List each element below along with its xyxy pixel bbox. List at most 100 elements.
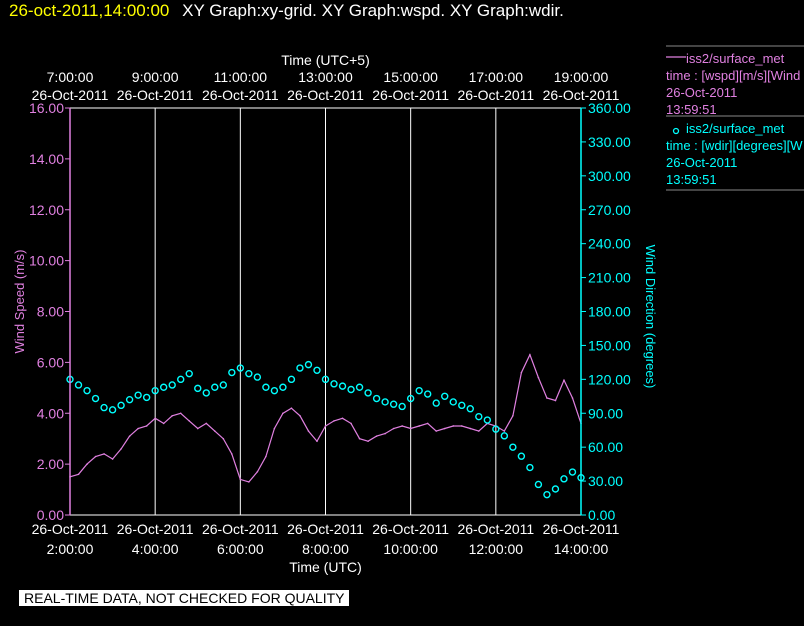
wind-speed-point	[537, 376, 540, 379]
left-tick-label: 10.00	[29, 253, 64, 269]
wind-direction-marker	[253, 373, 262, 381]
top-tick-time: 9:00:00	[132, 69, 179, 85]
wind-direction-marker	[185, 369, 193, 378]
wind-direction-marker	[458, 401, 466, 410]
wind-direction-marker	[91, 394, 100, 403]
wind-speed-point	[154, 417, 156, 420]
wind-direction-marker	[177, 375, 185, 384]
wind-speed-point	[273, 427, 276, 430]
bottom-tick-time: 2:00:00	[47, 541, 94, 557]
header-timestamp: 26-oct-2011,14:00:00	[9, 1, 170, 20]
wind-direction-marker	[245, 369, 253, 378]
wind-speed-point	[265, 455, 267, 458]
legend-series-desc: time : [wspd][m/s][Wind	[666, 68, 800, 83]
bottom-tick-time: 8:00:00	[302, 541, 349, 557]
right-axis-label: Wind Direction (degrees)	[643, 245, 658, 389]
top-tick-date: 26-Oct-2011	[117, 87, 194, 103]
wind-direction-marker	[560, 475, 568, 483]
wind-speed-point	[401, 425, 403, 427]
right-tick-label: 300.00	[588, 168, 631, 184]
left-tick-label: 14.00	[29, 151, 64, 167]
wind-speed-point	[563, 379, 565, 381]
top-tick-date: 26-Oct-2011	[543, 87, 620, 103]
wind-speed-point	[452, 425, 455, 427]
wind-speed-point	[213, 430, 216, 432]
wind-direction-marker	[338, 382, 347, 390]
wind-speed-point	[196, 427, 199, 430]
wind-speed-point	[384, 432, 386, 435]
wind-speed-point	[324, 425, 327, 427]
wind-direction-marker	[262, 383, 270, 391]
quality-notice: REAL-TIME DATA, NOT CHECKED FOR QUALITY	[19, 590, 350, 606]
wind-speed-point	[443, 427, 446, 430]
bottom-tick-date: 26-Oct-2011	[32, 521, 109, 537]
wind-speed-point	[316, 440, 318, 443]
wind-speed-point	[128, 435, 131, 437]
right-tick-label: 180.00	[588, 304, 631, 320]
wind-direction-marker	[432, 399, 440, 407]
wind-speed-point	[375, 435, 378, 437]
legend-series-desc: time : [wdir][degrees][W	[666, 138, 803, 153]
wind-direction-marker	[219, 381, 228, 389]
wind-speed-point	[77, 473, 80, 476]
wind-direction-marker	[526, 463, 534, 472]
wind-speed-point	[333, 420, 335, 422]
left-tick-label: 0.00	[37, 507, 64, 523]
wind-speed-point	[179, 412, 182, 415]
wind-speed-point	[231, 453, 233, 455]
wind-direction-marker	[202, 389, 210, 397]
right-tick-label: 240.00	[588, 236, 631, 252]
wind-speed-point	[145, 425, 148, 427]
wind-direction-marker	[100, 403, 108, 412]
wind-speed-point	[512, 414, 514, 417]
wind-direction-marker	[142, 393, 151, 402]
wind-speed-point	[426, 422, 429, 425]
wind-direction-marker	[398, 402, 406, 411]
wind-direction-marker	[500, 432, 509, 440]
wind-direction-marker	[509, 443, 517, 451]
wind-direction-marker	[168, 381, 176, 389]
wind-direction-marker	[475, 412, 483, 421]
legend-series-date: 26-Oct-2011	[666, 155, 737, 170]
wind-speed-point	[188, 420, 191, 422]
wind-speed-point	[120, 448, 122, 450]
wind-speed-point	[299, 414, 301, 417]
wind-direction-marker	[534, 480, 543, 489]
right-tick-label: 270.00	[588, 202, 631, 218]
top-tick-time: 17:00:00	[469, 69, 524, 85]
right-tick-label: 90.00	[588, 405, 623, 421]
wind-direction-marker	[483, 416, 492, 424]
wind-speed-point	[478, 430, 480, 432]
wind-direction-marker	[543, 490, 551, 499]
wind-speed-point	[290, 407, 293, 409]
wind-speed-point	[358, 437, 361, 440]
wind-direction-marker	[211, 383, 219, 391]
wind-direction-marker	[381, 398, 389, 406]
wind-speed-point	[350, 422, 352, 425]
bottom-tick-date: 26-Oct-2011	[372, 521, 449, 537]
top-tick-time: 11:00:00	[214, 69, 268, 85]
right-tick-label: 330.00	[588, 134, 631, 150]
wind-speed-point	[409, 427, 412, 430]
legend-series-name: iss2/surface_met	[686, 51, 785, 66]
bottom-tick-time: 14:00:00	[554, 541, 609, 557]
wind-direction-marker	[304, 360, 313, 369]
top-tick-date: 26-Oct-2011	[457, 87, 534, 103]
wind-direction-marker	[449, 398, 457, 406]
wind-direction-marker	[389, 400, 398, 408]
wind-direction-marker	[415, 386, 423, 395]
wind-speed-point	[520, 371, 523, 374]
wind-speed-point	[503, 430, 506, 432]
left-tick-label: 8.00	[37, 304, 64, 320]
wind-direction-marker	[568, 468, 577, 476]
wind-direction-marker	[313, 366, 321, 374]
wind-speed-point	[469, 427, 472, 430]
left-tick-label: 2.00	[37, 456, 64, 472]
graph-header: 26-oct-2011,14:00:00 XY Graph:xy-grid. X…	[9, 1, 564, 21]
wind-speed-point	[94, 455, 97, 458]
wind-direction-marker	[517, 452, 526, 460]
right-tick-label: 150.00	[588, 337, 631, 353]
wind-direction-marker	[466, 405, 474, 413]
bottom-tick-date: 26-Oct-2011	[202, 521, 279, 537]
wind-direction-marker	[355, 383, 364, 391]
